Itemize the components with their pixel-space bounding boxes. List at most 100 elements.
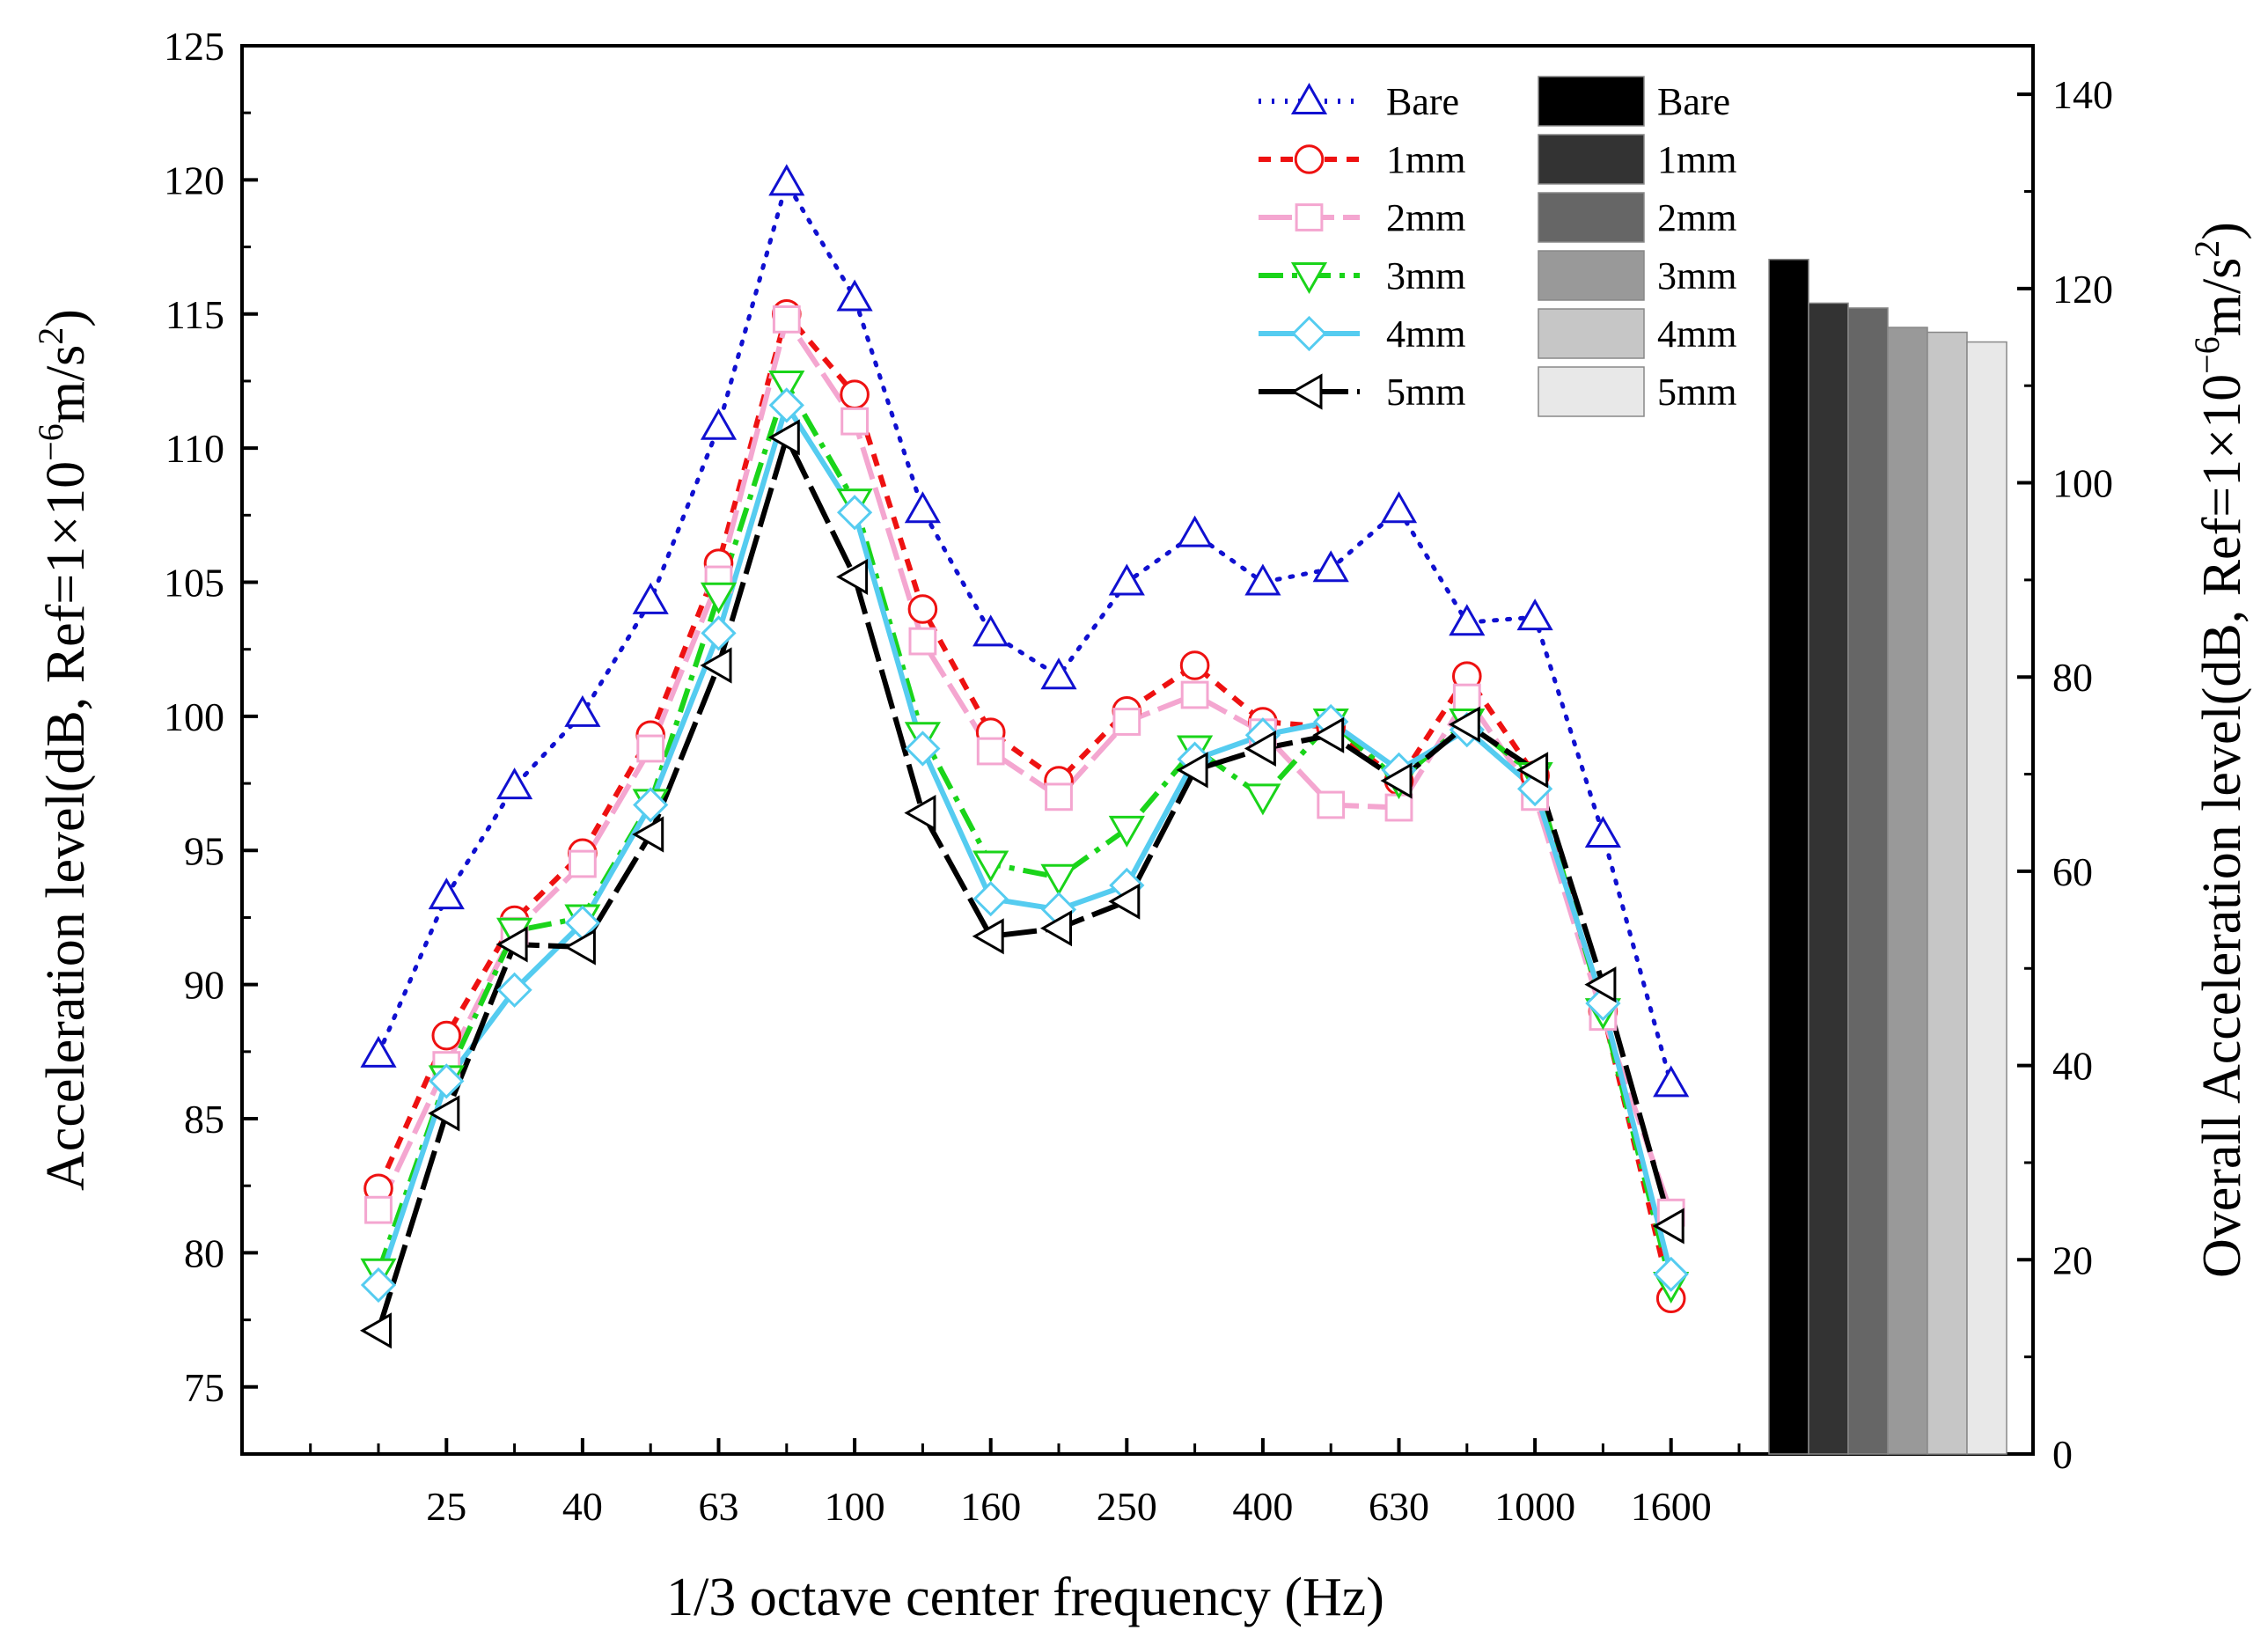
data-point-bare [836, 279, 873, 312]
data-point-5mm [1176, 752, 1208, 789]
series-lines [376, 180, 1674, 1332]
y2-axis-title-exp2: 2 [2187, 240, 2227, 258]
x-tick-label: 400 [1232, 1484, 1293, 1529]
y2-tick-label: 0 [2052, 1432, 2073, 1477]
series-markers [359, 164, 1690, 1349]
data-point-5mm [428, 1095, 460, 1132]
legend-bar-label-1mm: 1mm [1657, 138, 1736, 181]
x-tick-label: 1000 [1494, 1484, 1575, 1529]
x-tick-label: 250 [1097, 1484, 1157, 1529]
data-point-2mm [976, 737, 1005, 766]
data-point-5mm [563, 929, 596, 966]
data-point-2mm [1452, 683, 1481, 712]
y-tick-label: 115 [165, 292, 224, 337]
legend-label-1mm: 1mm [1386, 138, 1465, 181]
series-line-2mm [376, 316, 1674, 1214]
right-y-axis: 0 20 40 60 80 100 120 140 [2017, 72, 2113, 1477]
data-point-2mm [1045, 782, 1073, 811]
data-point-5mm [1584, 966, 1617, 1003]
y-tick-label: 90 [184, 963, 224, 1008]
data-point-bare [360, 1035, 397, 1068]
data-point-4mm [973, 881, 1009, 917]
legend-marker-bare [1290, 82, 1328, 114]
y2-axis-title-main: Overall Acceleration level(dB, Ref=1×10 [2192, 374, 2252, 1278]
y2-axis-title-exp: −6 [2187, 336, 2227, 374]
data-point-bare [1516, 599, 1553, 631]
data-point-4mm [429, 1063, 465, 1099]
y-tick-label: 100 [164, 694, 224, 739]
data-point-bare [1177, 515, 1214, 547]
legend-label-bare: Bare [1386, 80, 1459, 123]
data-point-bare [428, 878, 465, 910]
overall-bar-bare [1768, 259, 1809, 1455]
series-line-1mm [376, 311, 1674, 1299]
y2-axis-title-end: ) [2192, 222, 2252, 240]
y-axis-title: Acceleration level(dB, Ref=1×10−6m/s2) [31, 309, 96, 1191]
legend-bar-swatch-bare [1538, 76, 1645, 127]
data-point-5mm [1108, 883, 1141, 920]
data-point-bare [496, 767, 533, 800]
data-point-bare [768, 164, 805, 196]
legend-bar-swatch-2mm [1538, 192, 1645, 243]
data-point-3mm [700, 582, 738, 614]
data-point-5mm [495, 926, 528, 963]
legend-bar-label-5mm: 5mm [1657, 371, 1736, 414]
overall-bar-2mm [1847, 307, 1889, 1455]
data-point-5mm [1039, 910, 1072, 947]
data-point-bare [1108, 563, 1145, 596]
x-tick-label: 63 [699, 1484, 739, 1529]
y2-tick-label: 20 [2052, 1237, 2093, 1282]
legend-label-3mm: 3mm [1386, 254, 1465, 297]
data-point-1mm [840, 379, 870, 409]
data-point-4mm [768, 387, 804, 423]
data-point-2mm [772, 305, 801, 334]
data-point-bare [564, 694, 601, 727]
data-point-bare [1380, 491, 1418, 524]
series-line-3mm [376, 381, 1674, 1286]
y-tick-label: 85 [184, 1097, 224, 1142]
x-tick-label: 1600 [1631, 1484, 1712, 1529]
data-point-5mm [700, 647, 732, 684]
data-point-2mm [364, 1195, 393, 1224]
y-axis-title-end: ) [36, 309, 96, 327]
y2-axis-title-unit: m/s [2192, 258, 2252, 337]
data-point-3mm [768, 371, 805, 403]
data-point-1mm [431, 1020, 462, 1051]
y-tick-label: 120 [164, 158, 224, 202]
legend-marker-3mm [1290, 262, 1328, 295]
y2-tick-label: 40 [2052, 1044, 2093, 1089]
legend-label-4mm: 4mm [1386, 312, 1465, 356]
x-tick-label: 25 [426, 1484, 466, 1529]
y-tick-label: 75 [184, 1365, 224, 1410]
data-point-bare [632, 582, 669, 614]
overall-bar-3mm [1887, 327, 1928, 1455]
data-point-5mm [632, 816, 664, 853]
data-point-5mm [1652, 1208, 1684, 1245]
x-tick-label: 40 [562, 1484, 603, 1529]
y-tick-label: 95 [184, 828, 224, 873]
data-point-bare [700, 408, 738, 440]
data-point-5mm [1516, 752, 1549, 789]
data-point-2mm [569, 849, 597, 878]
data-point-5mm [359, 1312, 392, 1349]
x-axis: 25 40 63 100 160 250 400 630 1000 1600 [309, 1438, 1741, 1529]
legend-bar-swatch-4mm [1538, 308, 1645, 359]
legend-bar-swatch-3mm [1538, 250, 1645, 301]
data-point-2mm [908, 627, 937, 656]
data-point-2mm [1112, 708, 1141, 736]
y-tick-label: 105 [164, 561, 224, 606]
legend: Bare 1mm 2mm 3mm 4mm 5mm Bare 1mm 2mm 3mm 4mm 5mm [1259, 76, 1736, 417]
data-point-bare [904, 491, 941, 524]
y2-tick-label: 100 [2052, 461, 2113, 506]
data-point-4mm [633, 787, 669, 823]
legend-bar-label-bare: Bare [1657, 80, 1730, 123]
legend-label-2mm: 2mm [1386, 196, 1465, 239]
data-point-5mm [836, 558, 869, 596]
data-point-bare [1584, 815, 1621, 848]
x-tick-label: 100 [825, 1484, 885, 1529]
data-point-2mm [840, 407, 870, 436]
data-point-3mm [1244, 783, 1281, 816]
y2-tick-label: 120 [2052, 267, 2113, 312]
data-point-2mm [1180, 680, 1209, 709]
